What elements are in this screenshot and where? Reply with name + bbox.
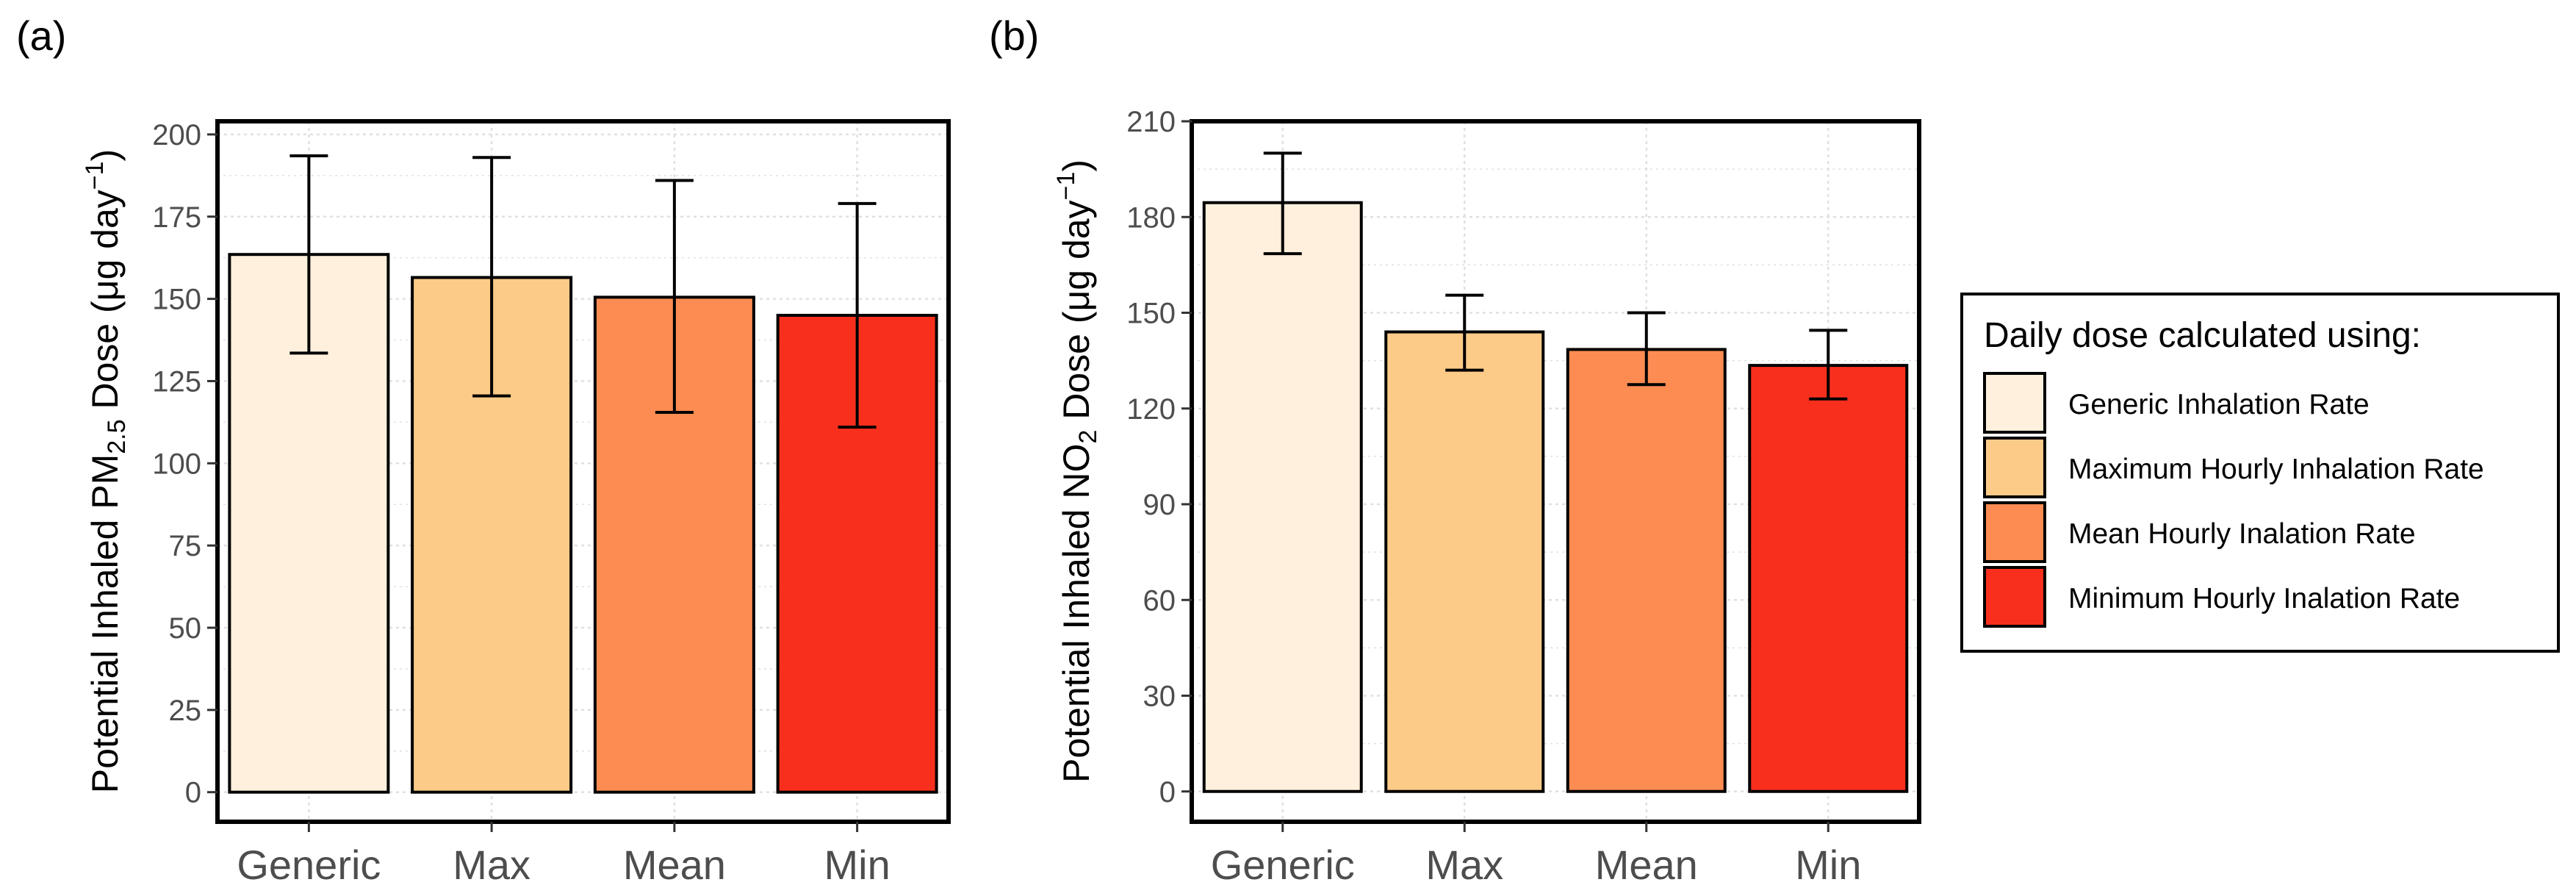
- legend-swatch: [1983, 372, 2046, 434]
- y-tick-label: 200: [152, 119, 201, 151]
- y-label-main: Potential Inhaled NO: [1056, 444, 1097, 783]
- y-label-main: Potential Inhaled PM: [84, 454, 126, 793]
- y-tick-label: 120: [1126, 393, 1176, 426]
- x-tick-label: Generic: [237, 842, 381, 888]
- panel-a-error-bars: [289, 154, 877, 429]
- error-bar-generic: [289, 154, 328, 355]
- x-tick-label: Mean: [1595, 842, 1698, 888]
- y-tick-label: 25: [169, 695, 202, 727]
- legend-items: Generic Inhalation Rate Maximum Hourly In…: [1983, 372, 2484, 628]
- panel-b-label: (b): [989, 12, 1039, 59]
- y-tick-label: 180: [1126, 201, 1176, 234]
- x-tick-label: Generic: [1211, 842, 1355, 888]
- legend-item: Mean Hourly Inalation Rate: [1983, 501, 2416, 563]
- error-bar-min: [838, 201, 877, 429]
- y-label-unit: Dose (μg day: [1056, 200, 1097, 429]
- legend-swatch: [1983, 501, 2046, 563]
- y-tick-label: 50: [169, 612, 202, 645]
- y-label-close: ): [84, 149, 126, 162]
- y-tick-label: 0: [1159, 776, 1176, 809]
- y-label-superscript: −1: [81, 161, 109, 190]
- y-label-subscript: 2: [1074, 430, 1102, 444]
- y-tick-label: 210: [1126, 106, 1176, 138]
- legend-item-label: Minimum Hourly Inalation Rate: [2068, 583, 2460, 614]
- bar-max: [1384, 330, 1545, 793]
- legend-item-label: Mean Hourly Inalation Rate: [2068, 518, 2416, 550]
- error-bar-mean: [655, 179, 694, 414]
- bar-mean: [1566, 348, 1727, 793]
- x-tick-label: Max: [1425, 842, 1503, 888]
- y-tick-label: 150: [152, 284, 201, 316]
- error-bar-max: [472, 156, 511, 398]
- legend-item-label: Maximum Hourly Inhalation Rate: [2068, 454, 2484, 485]
- x-tick-label: Min: [1795, 842, 1861, 888]
- legend-item: Minimum Hourly Inalation Rate: [1983, 566, 2460, 628]
- legend-swatch: [1983, 566, 2046, 628]
- panel-b-plot-frame: [1190, 119, 1921, 824]
- legend-item: Maximum Hourly Inhalation Rate: [1983, 437, 2484, 498]
- panel-a-label: (a): [16, 12, 66, 59]
- x-tick-label: Mean: [623, 842, 726, 888]
- y-label-subscript: 2.5: [103, 420, 131, 454]
- panel-b-bars: [1202, 201, 1909, 793]
- panel-a-x-ticks: Generic Max Mean Min: [237, 822, 891, 888]
- error-bar-generic: [1263, 151, 1302, 256]
- panel-a-bars: [228, 253, 938, 794]
- legend-title: Daily dose calculated using:: [1984, 316, 2421, 355]
- panel-b-x-ticks: Generic Max Mean Min: [1211, 822, 1861, 888]
- bar-generic: [1202, 201, 1363, 793]
- legend-item: Generic Inhalation Rate: [1983, 372, 2370, 434]
- bar-min: [1748, 364, 1909, 793]
- panel-b-y-ticks: 0 30 60 90 120 150 180 210: [1126, 106, 1192, 809]
- y-tick-label: 75: [169, 530, 202, 562]
- y-tick-label: 30: [1143, 681, 1176, 713]
- legend-box: [1960, 293, 2560, 653]
- y-tick-label: 125: [152, 365, 201, 398]
- y-tick-label: 100: [152, 448, 201, 480]
- y-tick-label: 150: [1126, 298, 1176, 330]
- panel-a-y-axis-label: Potential Inhaled PM2.5 Dose (μg day−1): [81, 149, 131, 793]
- legend-item-label: Generic Inhalation Rate: [2068, 389, 2370, 420]
- panel-b-error-bars: [1263, 151, 1848, 401]
- error-bar-mean: [1627, 311, 1666, 387]
- panel-a-chart: (a) 0 25 50 75 100 125 150 175 200 Generic Max Mea…: [16, 12, 951, 888]
- error-bar-min: [1809, 329, 1848, 401]
- legend-swatch: [1983, 437, 2046, 498]
- y-tick-label: 60: [1143, 584, 1176, 617]
- y-tick-label: 90: [1143, 489, 1176, 521]
- panel-b-chart: (b) 0 30 60 90 120 150 180 210 Generic Max Mean Mi…: [989, 12, 1921, 888]
- panel-a-plot-frame: [215, 119, 951, 824]
- panel-b-y-axis-label: Potential Inhaled NO2 Dose (μg day−1): [1052, 160, 1102, 783]
- panel-a-y-ticks: 0 25 50 75 100 125 150 175 200: [152, 119, 217, 809]
- y-label-unit: Dose (μg day: [84, 190, 126, 419]
- y-tick-label: 0: [185, 777, 201, 809]
- y-tick-label: 175: [152, 201, 201, 234]
- y-label-superscript: −1: [1052, 172, 1080, 201]
- x-tick-label: Min: [824, 842, 891, 888]
- error-bar-max: [1445, 293, 1484, 372]
- legend: Daily dose calculated using: Generic Inh…: [1960, 293, 2560, 653]
- y-label-close: ): [1056, 160, 1097, 172]
- x-tick-label: Max: [453, 842, 530, 888]
